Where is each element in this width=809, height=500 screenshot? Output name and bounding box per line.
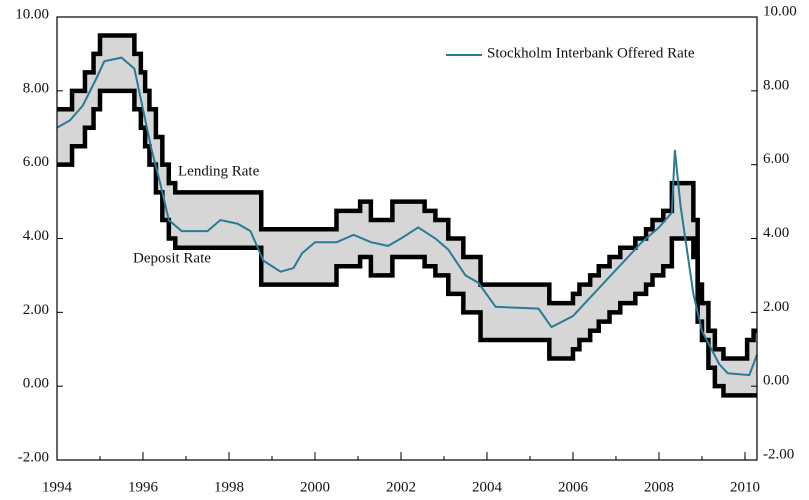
y2-tick-label: 0.00 [763,373,789,389]
x-tick-label: 2002 [386,479,416,495]
y-tick-label: 10.00 [15,6,49,22]
annotation: Lending Rate [178,163,260,179]
stibor-line [56,56,758,377]
y2-tick-label: 10.00 [763,3,797,19]
y2-tick-label: 4.00 [763,225,789,241]
x-tick-label: 2000 [300,479,330,495]
y-tick-label: 2.00 [23,302,49,318]
annotation: Deposit Rate [133,250,211,266]
y-tick-label: 8.00 [23,80,49,96]
y-tick-label: 0.00 [23,376,49,392]
y-tick-label: -2.00 [18,449,49,465]
y2-tick-label: 8.00 [763,77,789,93]
y-tick-label: 4.00 [23,228,49,244]
step-line [57,88,757,398]
y2-tick-label: 6.00 [763,151,789,167]
x-tick-label: 1996 [128,479,159,495]
step-line [57,33,757,361]
x-tick-label: 2010 [730,479,760,495]
x-tick-label: 2006 [558,479,589,495]
y2-tick-label: 2.00 [763,299,789,315]
y-tick-label: 6.00 [23,154,49,170]
x-tick-label: 2008 [644,479,674,495]
x-tick-label: 2004 [472,479,503,495]
x-tick-label: 1994 [42,479,73,495]
x-tick-label: 1998 [214,479,244,495]
legend-label: Stockholm Interbank Offered Rate [487,45,695,61]
y2-tick-label: -2.00 [763,446,794,462]
